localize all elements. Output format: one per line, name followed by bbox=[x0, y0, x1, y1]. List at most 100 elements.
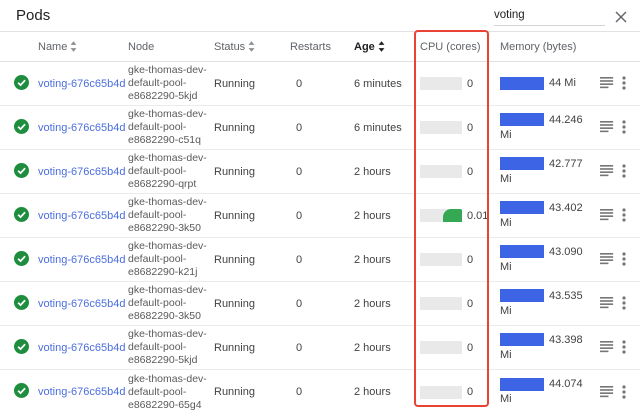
memory-usage-bar bbox=[500, 76, 544, 90]
row-menu-button[interactable] bbox=[620, 383, 628, 401]
memory-value: 44.246 Mi bbox=[500, 113, 583, 141]
pod-name-link[interactable]: voting-676c65b4d9-tpj bbox=[38, 341, 126, 354]
sort-arrows-icon bbox=[248, 41, 255, 52]
memory-cell: 42.777 Mi bbox=[500, 157, 592, 187]
container-logs-button[interactable] bbox=[598, 74, 617, 92]
pod-name-link[interactable]: voting-676c65b4d9-72 bbox=[38, 165, 126, 178]
pod-name-link[interactable]: voting-676c65b4d9-xs- bbox=[38, 77, 126, 90]
cpu-usage-bar bbox=[420, 165, 462, 178]
node-cell: gke-thomas-dev-default-pool-e8682290-3k5… bbox=[128, 284, 207, 322]
container-logs-button[interactable] bbox=[598, 338, 617, 356]
cpu-usage-bar bbox=[420, 77, 462, 90]
table-row: voting-676c65b4d9-nv gke-thomas-dev-defa… bbox=[0, 194, 640, 238]
cpu-cell: 0 bbox=[420, 297, 500, 310]
search-input[interactable] bbox=[494, 7, 605, 26]
status-ok-icon bbox=[14, 206, 29, 222]
more-vert-icon bbox=[622, 340, 626, 354]
cpu-value: 0 bbox=[467, 121, 474, 134]
search-box bbox=[494, 7, 630, 26]
column-header[interactable]: CPU (cores) bbox=[420, 41, 500, 53]
status-ok-icon bbox=[14, 74, 29, 90]
restarts-cell: 0 bbox=[296, 121, 303, 134]
container-logs-button[interactable] bbox=[598, 250, 617, 268]
column-header[interactable]: Memory (bytes) bbox=[500, 41, 598, 53]
cpu-cell: 0 bbox=[420, 77, 500, 90]
table-row: voting-676c65b4d9-8fl gke-thomas-dev-def… bbox=[0, 370, 640, 414]
column-label: Node bbox=[128, 40, 155, 53]
pod-name-link[interactable]: voting-676c65b4d9-nv bbox=[38, 209, 126, 222]
container-logs-button[interactable] bbox=[598, 294, 617, 312]
row-menu-button[interactable] bbox=[620, 250, 628, 268]
status-cell: Running bbox=[214, 386, 255, 398]
memory-usage-bar bbox=[500, 201, 544, 215]
restarts-cell: 0 bbox=[296, 77, 303, 90]
table-row: voting-676c65b4d9-72 gke-thomas-dev-defa… bbox=[0, 150, 640, 194]
logs-icon bbox=[600, 208, 615, 222]
more-vert-icon bbox=[622, 296, 626, 310]
pod-name-link[interactable]: voting-676c65b4d9-tpr bbox=[38, 121, 126, 134]
cpu-usage-bar bbox=[420, 385, 462, 399]
node-cell: gke-thomas-dev-default-pool-e8682290-5kj… bbox=[128, 328, 207, 366]
sort-arrows-icon bbox=[70, 41, 77, 52]
logs-icon bbox=[600, 76, 615, 90]
clear-search-button[interactable] bbox=[612, 8, 630, 26]
more-vert-icon bbox=[622, 120, 626, 134]
memory-value: 43.090 Mi bbox=[500, 245, 583, 273]
cpu-usage-bar bbox=[420, 253, 462, 266]
memory-value: 43.402 Mi bbox=[500, 201, 583, 229]
cpu-value: 0 bbox=[467, 386, 474, 398]
cpu-cell: 0 bbox=[420, 253, 500, 266]
cpu-cell: 0.01 bbox=[420, 209, 500, 222]
column-header[interactable]: Age bbox=[354, 41, 420, 53]
memory-usage-bar bbox=[500, 245, 544, 259]
row-menu-button[interactable] bbox=[620, 74, 628, 92]
column-label: Age bbox=[354, 40, 375, 53]
row-menu-button[interactable] bbox=[620, 118, 628, 136]
table-row: voting-676c65b4d9-srl gke-thomas-dev-def… bbox=[0, 238, 640, 282]
column-header[interactable]: Name bbox=[38, 41, 128, 53]
page-title: Pods bbox=[16, 7, 51, 24]
memory-cell: 43.090 Mi bbox=[500, 245, 592, 275]
status-ok-icon bbox=[14, 250, 29, 266]
column-header[interactable]: Status bbox=[214, 41, 290, 53]
node-cell: gke-thomas-dev-default-pool-e8682290-qrp… bbox=[128, 152, 207, 190]
container-logs-button[interactable] bbox=[598, 118, 617, 136]
memory-usage-bar bbox=[500, 113, 544, 127]
cpu-usage-bar bbox=[420, 209, 462, 222]
column-header[interactable]: Node bbox=[128, 41, 214, 53]
container-logs-button[interactable] bbox=[598, 206, 617, 224]
row-menu-button[interactable] bbox=[620, 338, 628, 356]
row-menu-button[interactable] bbox=[620, 162, 628, 180]
pod-name-link[interactable]: voting-676c65b4d9-srl bbox=[38, 253, 126, 266]
memory-cell: 44.074 Mi bbox=[500, 377, 592, 407]
cpu-cell: 0 bbox=[420, 341, 500, 354]
pods-table: voting-676c65b4d9-xs- gke-thomas-dev-def… bbox=[0, 62, 640, 414]
row-menu-button[interactable] bbox=[620, 206, 628, 224]
status-ok-icon bbox=[14, 383, 29, 398]
more-vert-icon bbox=[622, 164, 626, 178]
status-ok-icon bbox=[14, 162, 29, 178]
cpu-cell: 0 bbox=[420, 165, 500, 178]
row-menu-button[interactable] bbox=[620, 294, 628, 312]
pod-name-link[interactable]: voting-676c65b4d9-8fl bbox=[38, 386, 126, 398]
age-cell: 2 hours bbox=[354, 209, 391, 222]
restarts-cell: 0 bbox=[296, 253, 303, 266]
age-cell: 6 minutes bbox=[354, 77, 402, 90]
age-cell: 2 hours bbox=[354, 253, 391, 266]
memory-value: 42.777 Mi bbox=[500, 157, 583, 185]
cpu-usage-bar bbox=[420, 121, 462, 134]
restarts-cell: 0 bbox=[296, 386, 303, 398]
column-label: Status bbox=[214, 40, 246, 53]
cpu-value: 0 bbox=[467, 341, 474, 354]
container-logs-button[interactable] bbox=[598, 383, 617, 401]
cpu-cell: 0 bbox=[420, 385, 500, 399]
memory-cell: 43.398 Mi bbox=[500, 333, 592, 363]
container-logs-button[interactable] bbox=[598, 162, 617, 180]
status-cell: Running bbox=[214, 341, 255, 354]
pod-name-link[interactable]: voting-676c65b4d9-tj6 bbox=[38, 297, 126, 310]
column-header[interactable]: Restarts bbox=[290, 41, 354, 53]
table-row: voting-676c65b4d9-tj6 gke-thomas-dev-def… bbox=[0, 282, 640, 326]
table-row: voting-676c65b4d9-tpj gke-thomas-dev-def… bbox=[0, 326, 640, 370]
cpu-value: 0 bbox=[467, 165, 474, 178]
memory-usage-bar bbox=[500, 157, 544, 171]
